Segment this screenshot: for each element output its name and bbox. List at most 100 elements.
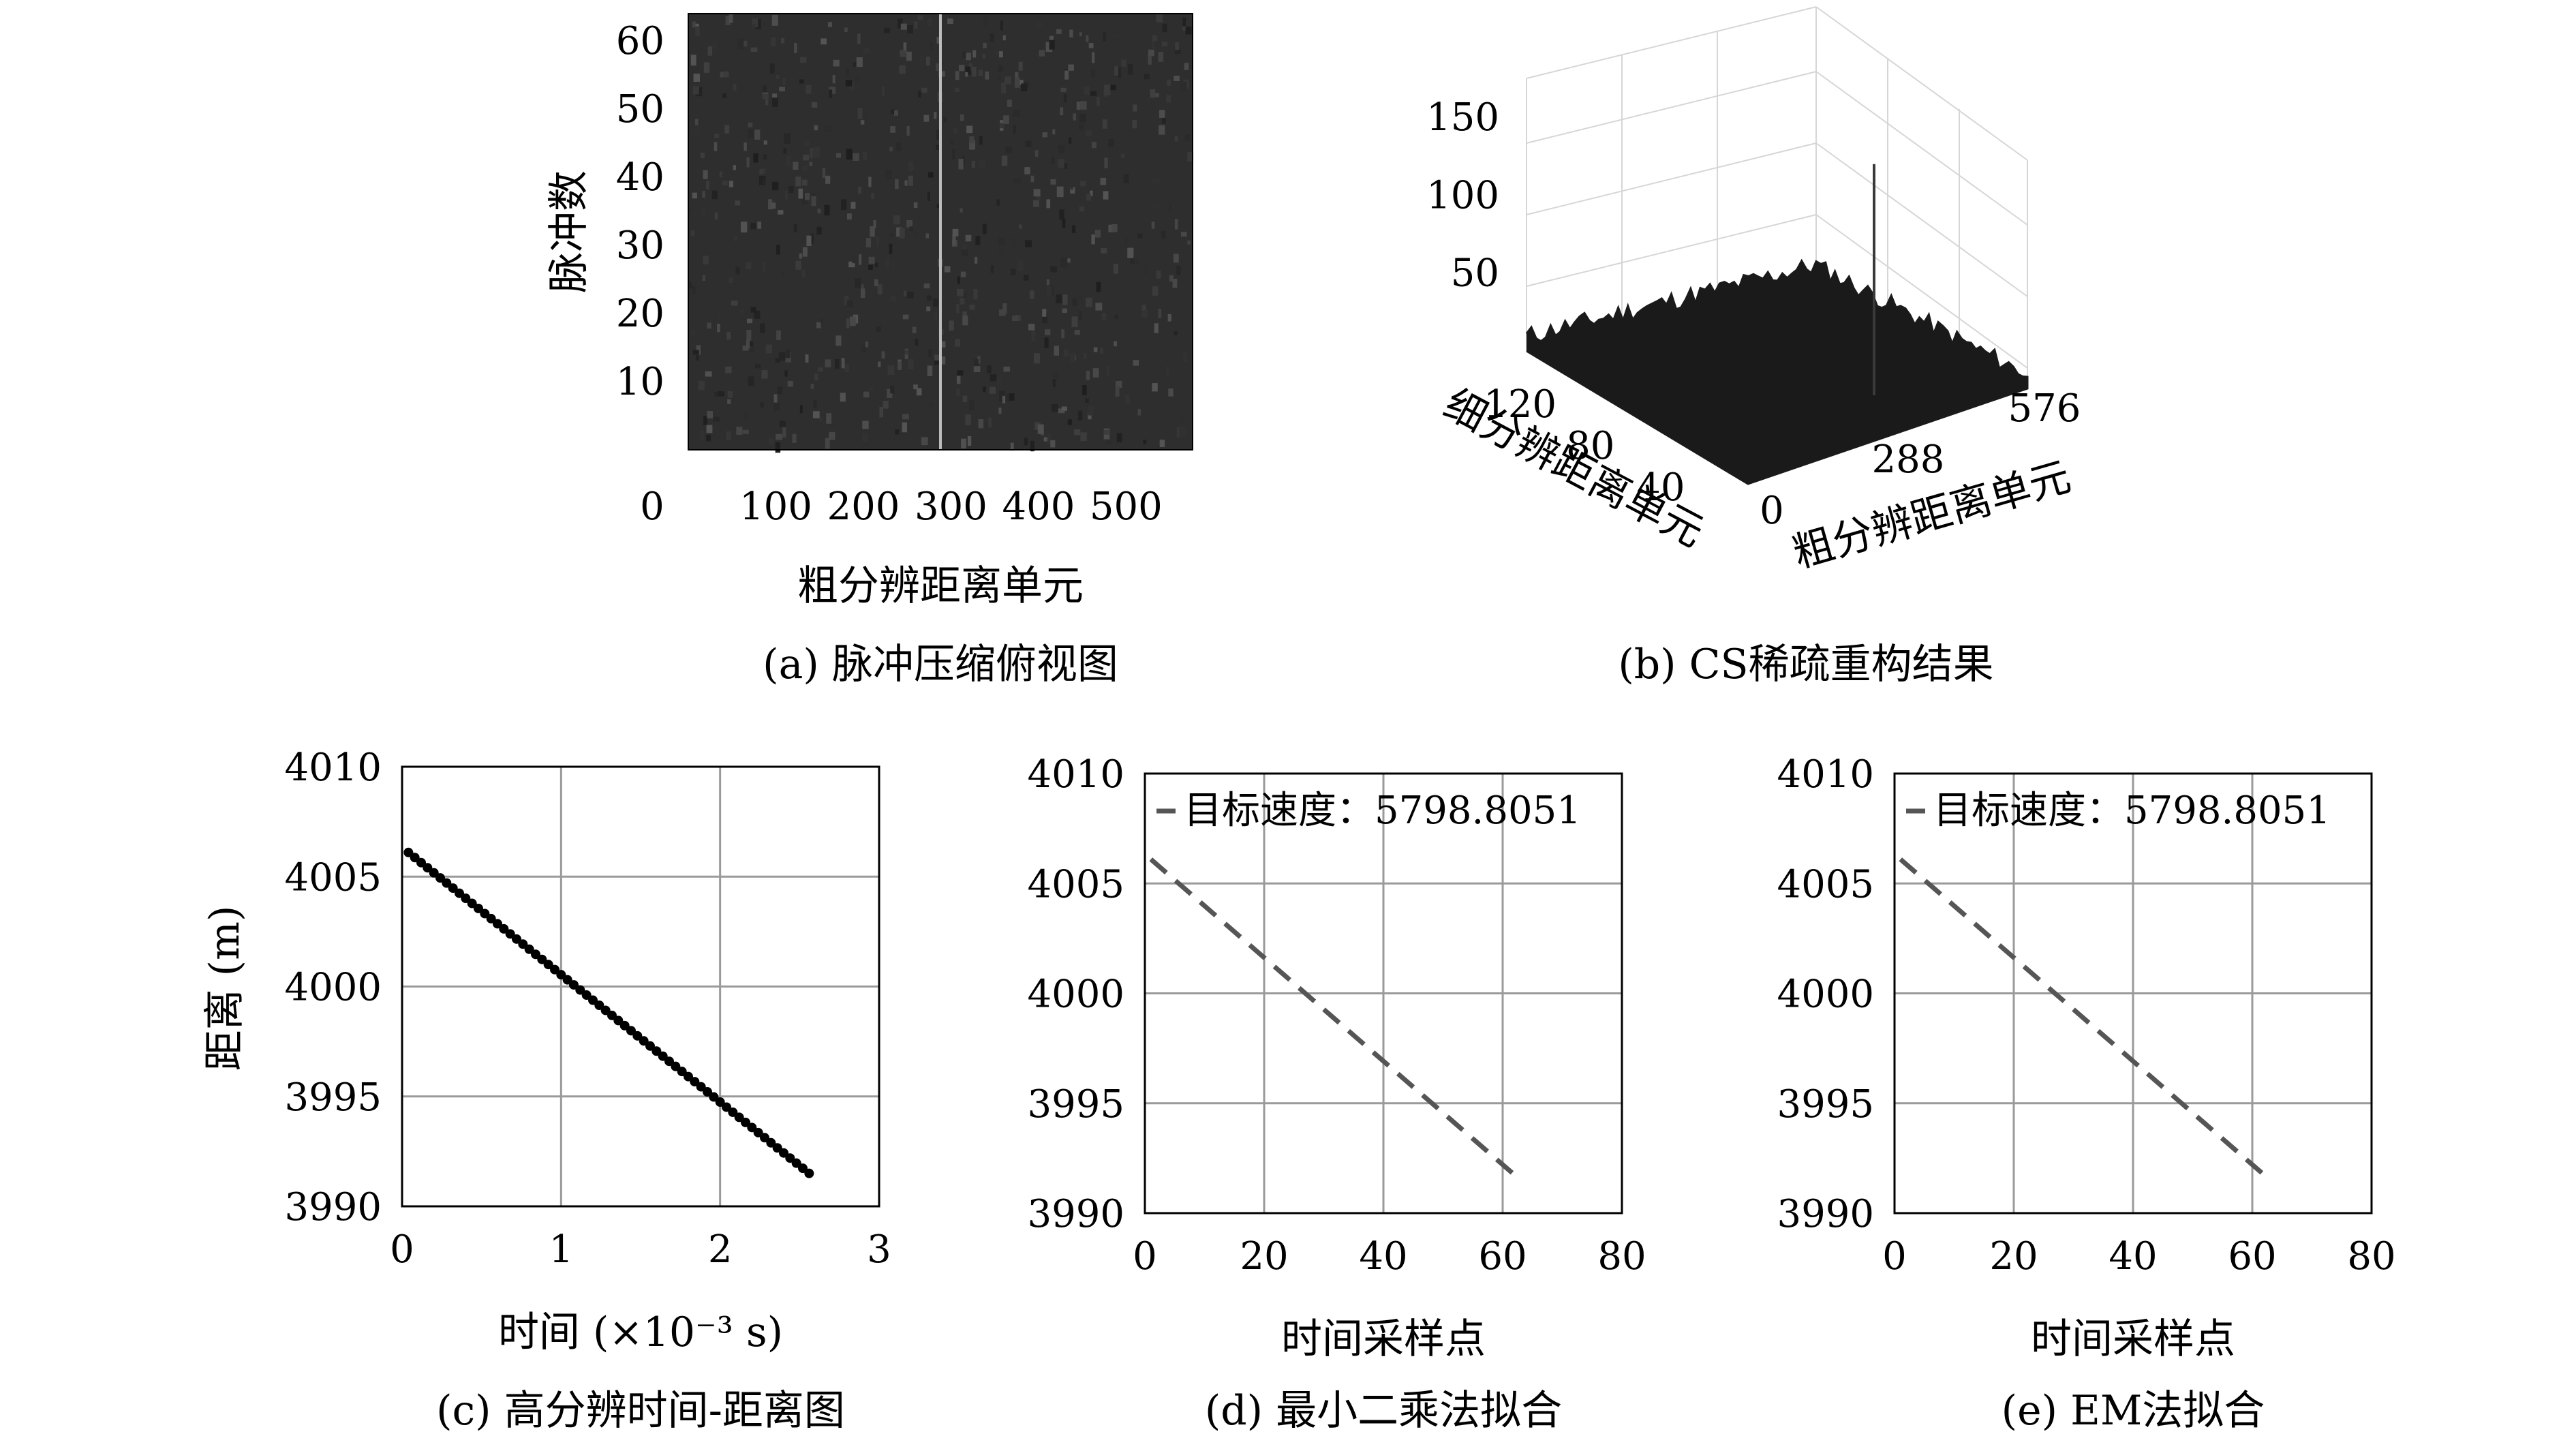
scatter-point xyxy=(531,949,540,960)
heatmap-cell xyxy=(692,21,696,28)
heatmap-cell xyxy=(1060,87,1067,92)
scatter-point xyxy=(493,919,502,929)
heatmap-cell xyxy=(1163,269,1167,279)
heatmap-cell xyxy=(927,172,934,178)
heatmap-cell xyxy=(706,425,713,433)
heatmap-cell xyxy=(999,51,1003,58)
heatmap-cell xyxy=(915,338,919,346)
heatmap-cell xyxy=(1034,422,1041,430)
heatmap-cell xyxy=(844,295,849,306)
y-axis-label-c: 距离 (m) xyxy=(201,906,249,1071)
heatmap-cell xyxy=(1088,406,1094,416)
y-ticks-a: 10 20 30 40 50 60 xyxy=(616,19,664,404)
heatmap-cell xyxy=(1078,311,1082,320)
heatmap-cell xyxy=(765,344,772,354)
surface-3d-grid xyxy=(1526,6,2028,388)
heatmap-cell xyxy=(832,75,835,84)
heatmap-cell xyxy=(913,202,918,209)
heatmap-cell xyxy=(895,429,900,435)
x-tick-label: 80 xyxy=(2347,1234,2395,1279)
heatmap-cell xyxy=(783,148,786,154)
heatmap-cell xyxy=(890,385,895,394)
heatmap-cell xyxy=(887,365,895,376)
heatmap-cell xyxy=(1071,316,1078,328)
heatmap-cell xyxy=(1176,166,1181,175)
heatmap-cell xyxy=(1050,266,1058,273)
heatmap-cell xyxy=(1108,139,1114,147)
heatmap-cell xyxy=(1077,410,1083,421)
heatmap-cell xyxy=(845,80,853,87)
heatmap-cell xyxy=(1151,221,1155,229)
heatmap-cell xyxy=(1187,240,1191,245)
heatmap-cell xyxy=(846,149,853,160)
y-tick-label: 40 xyxy=(616,155,664,200)
heatmap-cell xyxy=(755,19,761,29)
heatmap-cell xyxy=(844,27,848,32)
heatmap-cell xyxy=(771,97,778,107)
heatmap-cell xyxy=(962,243,967,255)
heatmap-cell xyxy=(726,431,731,440)
heatmap-cell xyxy=(692,192,697,199)
heatmap-cell xyxy=(1102,119,1107,129)
heatmap-cell xyxy=(811,196,816,207)
heatmap-cell xyxy=(853,153,859,162)
heatmap-cell xyxy=(727,399,731,404)
heatmap-cell xyxy=(1024,167,1030,174)
heatmap-cell xyxy=(1118,67,1122,78)
heatmap-cell xyxy=(794,43,797,53)
heatmap-cell xyxy=(1162,23,1167,33)
heatmap-cell xyxy=(1017,80,1024,85)
heatmap-cell xyxy=(947,18,953,25)
heatmap-cell xyxy=(848,82,856,91)
heatmap-cell xyxy=(958,159,964,170)
heatmap-cell xyxy=(972,50,977,58)
heatmap-cell xyxy=(757,221,762,229)
heatmap-cell xyxy=(938,71,945,77)
scatter-point xyxy=(734,1112,744,1122)
heatmap-cell xyxy=(1019,224,1022,229)
heatmap-cell xyxy=(742,429,749,434)
heatmap-cell xyxy=(906,292,914,299)
heatmap-cell xyxy=(918,91,921,97)
heatmap-cell xyxy=(1052,379,1056,387)
heatmap-cell xyxy=(759,168,764,174)
heatmap-cell xyxy=(1079,206,1085,212)
heatmap-cell xyxy=(1148,55,1152,65)
scatter-point xyxy=(671,1061,681,1071)
heatmap-cell xyxy=(814,373,818,381)
heatmap-cell xyxy=(936,144,940,150)
heatmap-cell xyxy=(1123,174,1129,183)
y-tick-label: 10 xyxy=(616,360,664,404)
heatmap-cell xyxy=(1063,349,1069,357)
heatmap-cell xyxy=(755,364,761,369)
y-tick-label: 3995 xyxy=(284,1075,382,1120)
heatmap-cell xyxy=(1045,42,1053,52)
heatmap-cell xyxy=(742,346,749,351)
heatmap-cell xyxy=(1102,32,1107,42)
heatmap-cell xyxy=(1034,150,1039,157)
heatmap-cell xyxy=(801,269,806,278)
heatmap-cell xyxy=(990,265,994,273)
heatmap-cell xyxy=(852,254,856,264)
heatmap-cell xyxy=(987,365,992,373)
heatmap-cell xyxy=(771,202,776,209)
heatmap-cell xyxy=(1005,147,1013,153)
x-tick-label: 100 xyxy=(739,485,812,529)
heatmap-cell xyxy=(1115,386,1120,397)
heatmap-cell xyxy=(803,140,810,146)
heatmap-cell xyxy=(1050,179,1056,185)
heatmap-cell xyxy=(833,59,840,67)
heatmap-cell xyxy=(702,191,705,198)
heatmap-cell xyxy=(1133,360,1139,366)
heatmap-cell xyxy=(1052,129,1056,135)
heatmap-cell xyxy=(1090,91,1097,96)
heatmap-cell xyxy=(707,322,711,329)
heatmap-cell xyxy=(782,271,785,277)
heatmap-cell xyxy=(1074,329,1080,335)
heatmap-cell xyxy=(1182,351,1187,363)
heatmap-cell xyxy=(932,312,938,322)
heatmap-cell xyxy=(977,356,981,364)
heatmap-cell xyxy=(775,358,780,363)
heatmap-cell xyxy=(883,400,889,409)
heatmap-cell xyxy=(1158,52,1164,62)
